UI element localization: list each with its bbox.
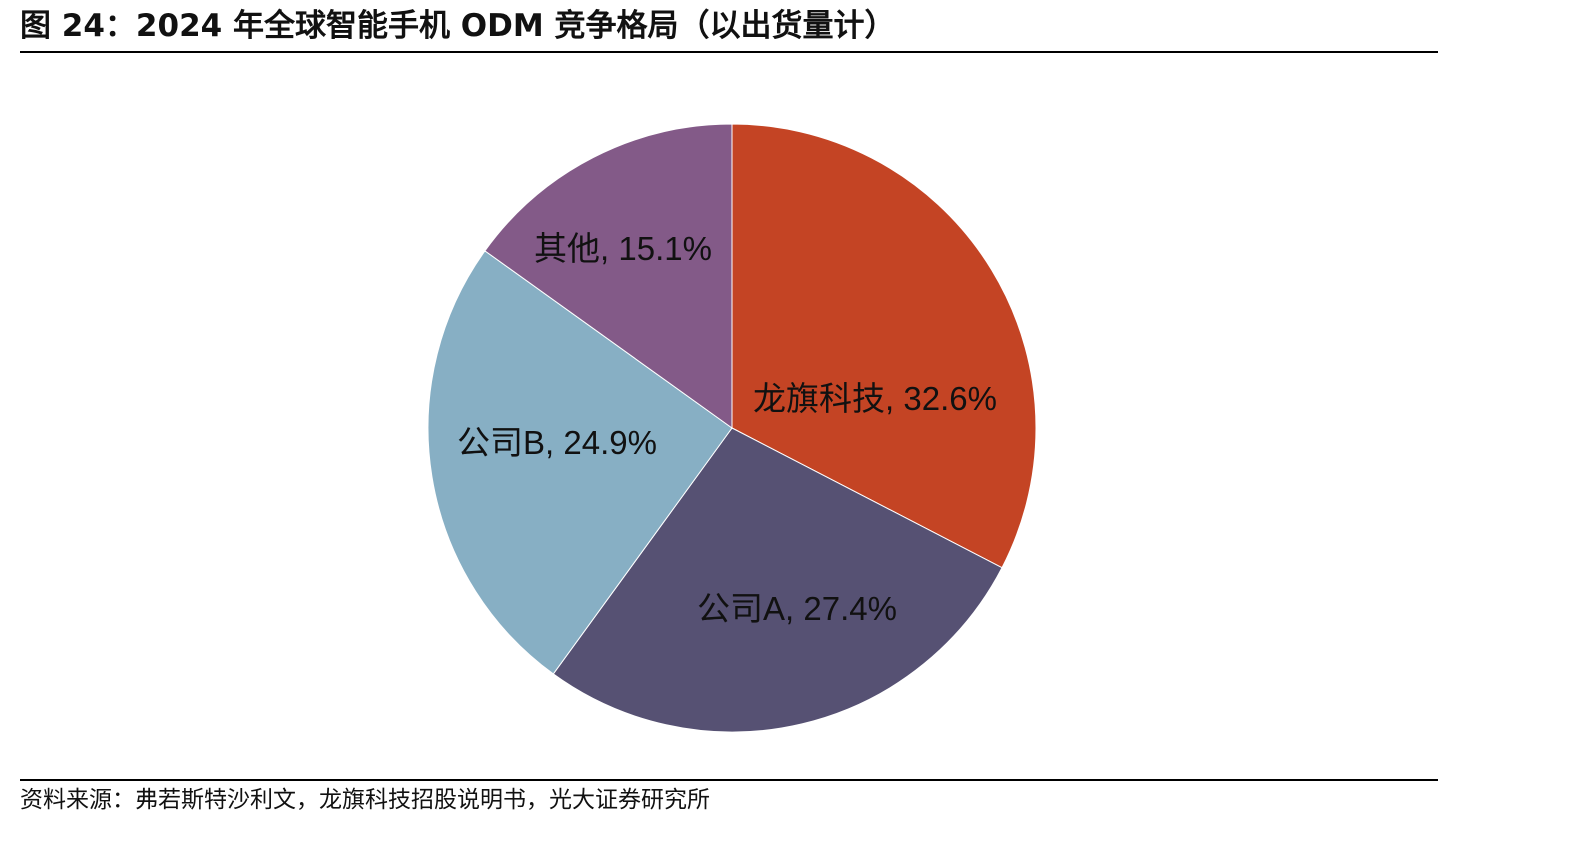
source: 资料来源：弗若斯特沙利文，龙旗科技招股说明书，光大证券研究所 [20,787,710,813]
chart-title: 图 24：2024 年全球智能手机 ODM 竞争格局（以出货量计） [20,8,896,44]
pie-slice [427,250,733,675]
slice-name: 其他 [534,230,600,267]
value-label: , 24.9% [545,424,657,461]
data-label: 公司B, 24.9% [457,424,657,461]
slice-name: 公司A [697,590,785,627]
data-label: 龙旗科技, 32.6% [753,380,997,417]
value-label: , 32.6% [885,380,997,417]
value-label: , 15.1% [600,230,712,267]
data-label: 公司A, 27.4% [697,590,897,627]
pie-slice [484,123,733,429]
value-label: , 27.4% [785,590,897,627]
slice-name: 龙旗科技 [753,380,885,417]
pie-slice [552,427,1003,733]
slice-name: 公司B [457,424,545,461]
pie-slice [731,123,1037,569]
data-label: 其他, 15.1% [534,230,712,267]
